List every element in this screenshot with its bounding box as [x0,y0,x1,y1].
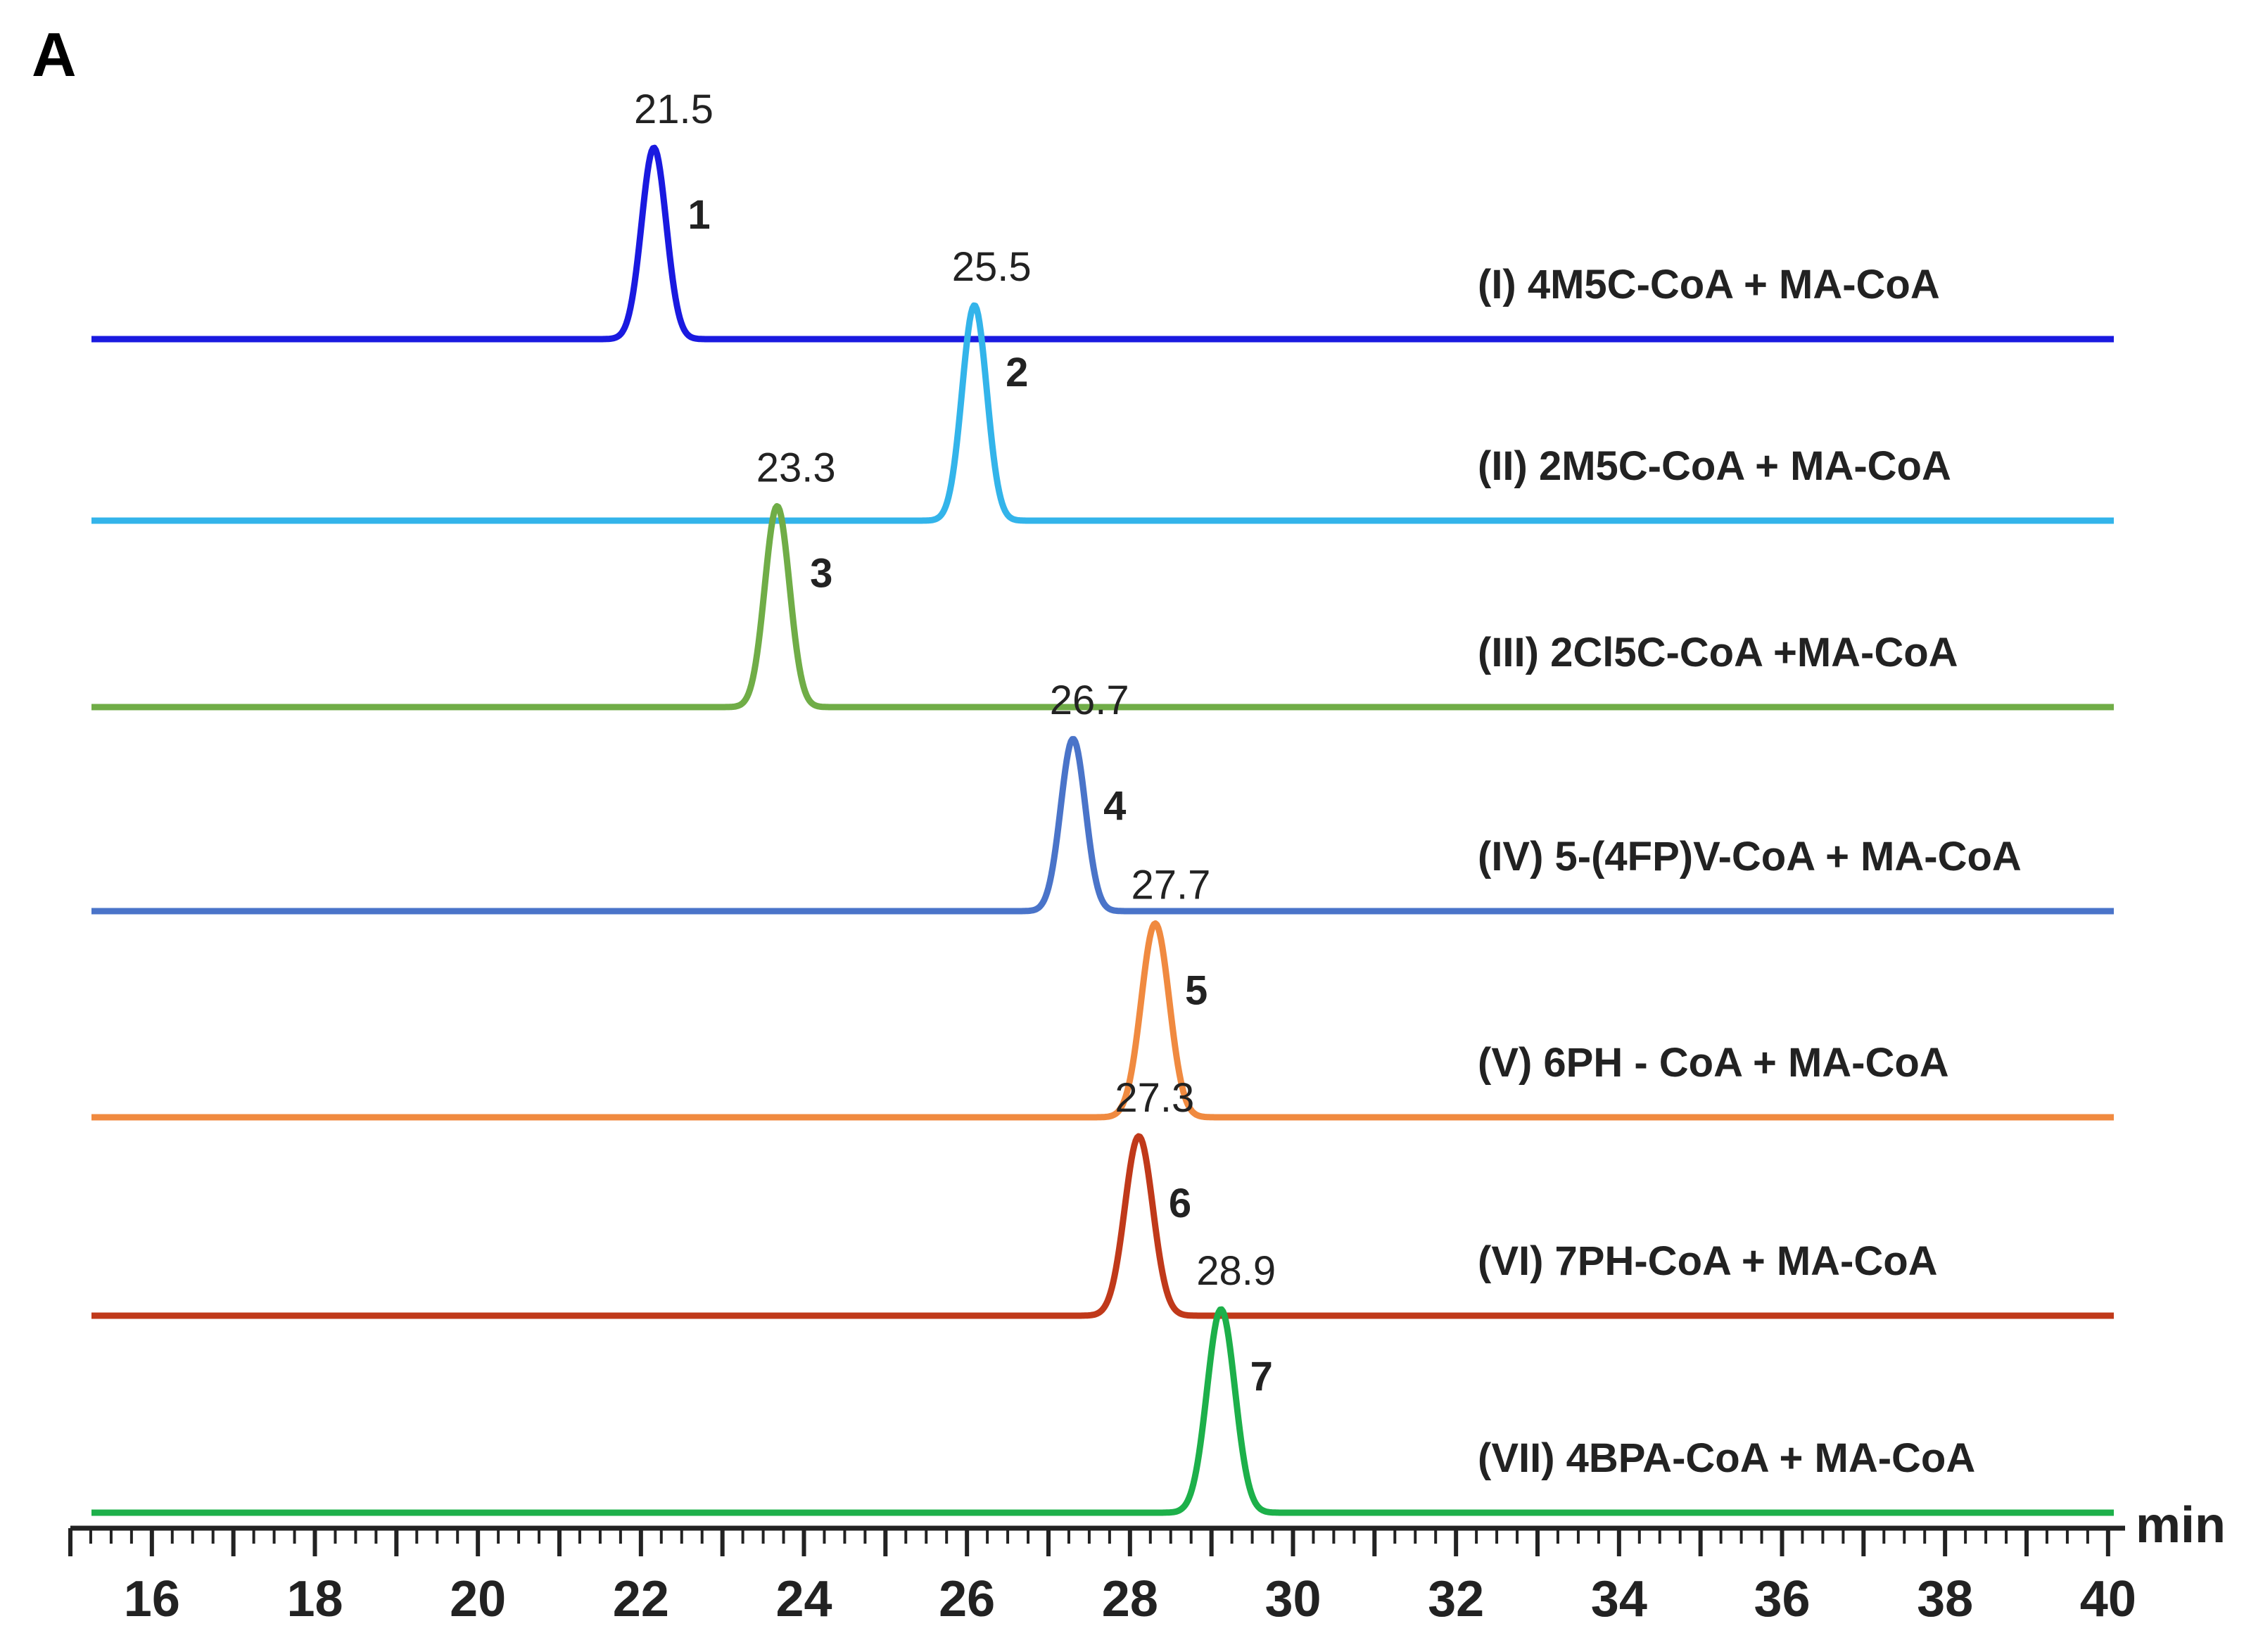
peak-retention-label-5: 27.7 [1131,863,1211,908]
x-tick-label: 26 [939,1571,995,1627]
trace-line-2 [89,302,2116,524]
trace-line-5 [89,920,2116,1121]
x-tick-label: 24 [775,1571,832,1627]
peak-retention-label-7: 28.9 [1196,1248,1276,1294]
trace-label-6: (VI) 7PH-CoA + MA-CoA [1478,1238,1938,1284]
peak-number-1: 1 [687,192,710,238]
trace-line-3 [89,503,2116,711]
trace-label-7: (VII) 4BPA-CoA + MA-CoA [1478,1435,1975,1481]
x-tick-label: 16 [124,1571,180,1627]
trace-label-2: (II) 2M5C-CoA + MA-CoA [1478,443,1951,489]
trace-line-1 [89,144,2116,343]
peak-retention-label-3: 23.3 [756,445,836,490]
panel-label: A [32,20,77,89]
x-tick-label: 30 [1264,1571,1321,1627]
trace-line-6 [89,1133,2116,1319]
trace-label-1: (I) 4M5C-CoA + MA-CoA [1478,262,1940,307]
x-tick-label: 36 [1754,1571,1810,1627]
trace-line-7 [89,1306,2116,1516]
trace-label-4: (IV) 5-(4FP)V-CoA + MA-CoA [1478,834,2022,879]
peak-retention-label-4: 26.7 [1050,678,1129,723]
x-tick-label: 38 [1917,1571,1973,1627]
peak-number-3: 3 [810,550,832,596]
peak-retention-label-1: 21.5 [634,87,714,132]
x-axis-unit-label: min [2136,1497,2226,1553]
x-tick-label: 32 [1428,1571,1484,1627]
trace-label-3: (III) 2Cl5C-CoA +MA-CoA [1478,630,1958,675]
trace-line-4 [89,736,2116,915]
peak-number-7: 7 [1250,1354,1273,1399]
trace-label-5: (V) 6PH - CoA + MA-CoA [1478,1040,1949,1086]
peak-retention-label-2: 25.5 [952,244,1032,290]
peak-retention-label-6: 27.3 [1115,1075,1194,1121]
x-tick-label: 22 [613,1571,669,1627]
x-tick-label: 20 [450,1571,506,1627]
peak-number-6: 6 [1169,1181,1191,1226]
trace-group: 21.5 1 (I) 4M5C-CoA + MA-CoA 25.5 2 (II) 2M5C… [89,87,2116,1516]
x-tick-label: 18 [286,1571,343,1627]
peak-number-4: 4 [1103,783,1126,829]
peak-number-5: 5 [1185,968,1207,1014]
x-tick-label: 28 [1102,1571,1158,1627]
x-tick-label: 40 [2080,1571,2136,1627]
peak-number-2: 2 [1006,350,1028,395]
x-tick-label: 34 [1591,1571,1647,1627]
